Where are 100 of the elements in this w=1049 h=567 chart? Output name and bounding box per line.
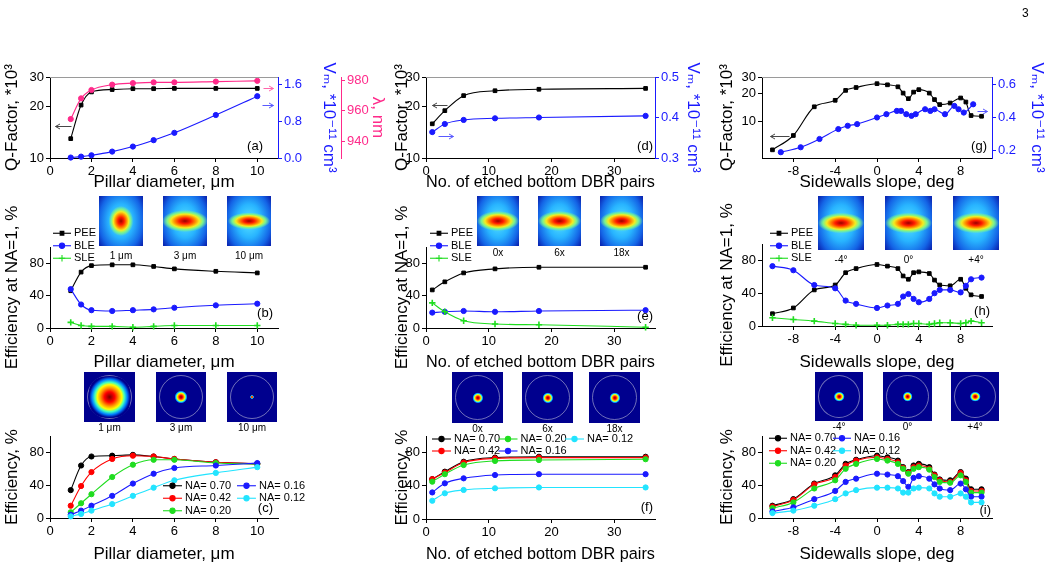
y3-tick-label: 960 (347, 102, 369, 118)
x-tick-label: -8 (787, 331, 800, 347)
text: 3 (1022, 6, 1029, 20)
x-tick-label: 0 (873, 163, 881, 179)
y2-tick-label: 1.6 (284, 76, 303, 92)
x-tick-label: 4 (915, 523, 923, 539)
x-tick-label: 10 (481, 333, 496, 349)
x-tick-label: 10 (481, 524, 496, 540)
x-tick-label: 0 (46, 523, 54, 539)
text: 18x (606, 423, 623, 434)
y3-tick-label: 980 (347, 71, 369, 87)
legend-label: NA= 0.42 (790, 443, 837, 456)
x-tick-label: 8 (212, 523, 220, 539)
legend-label: NA= 0.20 (185, 503, 232, 516)
x-tick-label: 10 (250, 333, 265, 349)
legend-label: BLE (74, 238, 95, 251)
text: 1 μm (98, 422, 121, 434)
x-tick-label: 4 (129, 523, 137, 539)
x-tick-label: 0 (422, 524, 430, 540)
y-axis-title: Q-Factor, *10³ (1, 63, 21, 171)
x-tick-label: 20 (544, 333, 559, 349)
x-axis-title: Sidewalls slope, deg (799, 352, 955, 372)
x-tick-label: 8 (212, 333, 220, 349)
legend-label: PEE (74, 226, 97, 239)
y-tick-label: 40 (741, 476, 756, 492)
y-tick-label: 20 (29, 98, 44, 114)
y-tick-label: 80 (29, 254, 44, 270)
x-tick-label: 6 (170, 523, 178, 539)
y2-axis-title: Vₘ, *10⁻¹¹ cm³ (684, 62, 704, 173)
x-tick-label: 30 (606, 524, 622, 540)
x-tick-label: 4 (129, 333, 137, 349)
x-axis-title: No. of etched bottom DBR pairs (426, 352, 655, 372)
x-tick-label: 10 (250, 163, 265, 179)
annotation: (f) (640, 499, 653, 515)
legend-label: SLE (451, 251, 472, 264)
x-tick-label: 10 (250, 523, 265, 539)
y-tick-label: 80 (741, 443, 756, 459)
x-tick-label: 4 (915, 163, 923, 179)
x-tick-label: 0 (46, 333, 54, 349)
y2-axis-title: Vₘ, *10⁻¹¹ cm³ (320, 62, 340, 173)
y-axis-title: Efficiency at NA=1, % (716, 203, 736, 367)
annotation: 1 μm (109, 250, 133, 262)
x-axis-title: Pillar diameter, μm (93, 352, 235, 372)
annotation: 0x (492, 247, 504, 259)
x-tick-label: 0 (46, 163, 54, 179)
y-tick-label: 40 (29, 287, 44, 303)
x-tick-label: 6 (170, 333, 178, 349)
x-tick-label: 2 (87, 523, 96, 539)
y-axis-title: Efficiency, % (716, 429, 736, 525)
legend-label: NA= 0.70 (185, 478, 232, 491)
x-tick-label: -8 (787, 523, 800, 539)
y3-tick-label: 940 (347, 132, 369, 148)
legend-label: SLE (74, 251, 95, 264)
y-tick-label: 0 (36, 509, 44, 525)
annotation: (h) (974, 303, 990, 319)
legend-label: NA= 0.70 (790, 431, 837, 444)
annotation: (a) (247, 138, 263, 154)
x-tick-label: 0 (873, 331, 881, 347)
annotation: 18x (613, 247, 630, 259)
x-tick-label: 2 (87, 163, 96, 179)
y3-axis-title: λ, nm (369, 96, 389, 139)
x-tick-label: 30 (606, 333, 622, 349)
annotation: (i) (979, 502, 991, 518)
y-tick-label: 0 (748, 509, 756, 525)
y-tick-label: 0 (412, 510, 420, 526)
x-tick-label: -8 (787, 163, 800, 179)
legend-label: PEE (451, 226, 474, 239)
y2-tick-label: 0.0 (284, 149, 303, 165)
x-tick-label: 8 (957, 163, 965, 179)
x-tick-label: 8 (212, 163, 220, 179)
y2-tick-label: 0.6 (998, 76, 1017, 92)
y-tick-label: 30 (29, 68, 44, 84)
x-tick-label: -4 (829, 331, 841, 347)
legend-label: NA= 0.42 (454, 444, 501, 457)
text: 3 μm (169, 422, 193, 434)
y2-tick-label: 0.8 (284, 112, 303, 128)
y2-tick-label: 0.3 (661, 149, 680, 165)
x-tick-label: 6 (170, 163, 178, 179)
y2-axis-title: Vₘ, *10⁻¹¹ cm³ (1028, 62, 1048, 173)
x-tick-label: 4 (915, 331, 923, 347)
annotation: (d) (637, 138, 653, 154)
legend-label: NA= 0.16 (520, 444, 567, 457)
text: 10 μm (238, 422, 266, 434)
x-axis-title: No. of etched bottom DBR pairs (426, 544, 655, 564)
legend-label: NA= 0.12 (854, 443, 901, 456)
x-tick-label: 0 (873, 523, 881, 539)
y-tick-label: 80 (29, 443, 44, 459)
y-axis-title: Q-Factor, *10³ (716, 63, 736, 171)
x-axis-title: Pillar diameter, μm (93, 544, 235, 564)
legend-label: BLE (451, 238, 472, 251)
x-tick-label: 8 (957, 523, 965, 539)
y-tick-label: 0 (36, 319, 44, 335)
legend-label: NA= 0.20 (790, 456, 837, 469)
annotation: (e) (637, 308, 653, 324)
y2-tick-label: 0.5 (661, 68, 680, 84)
x-tick-label: -4 (829, 523, 841, 539)
text: 6x (542, 423, 553, 434)
legend-label: PEE (791, 226, 814, 239)
annotation: +4° (968, 254, 984, 266)
y-tick-label: 30 (741, 68, 756, 84)
